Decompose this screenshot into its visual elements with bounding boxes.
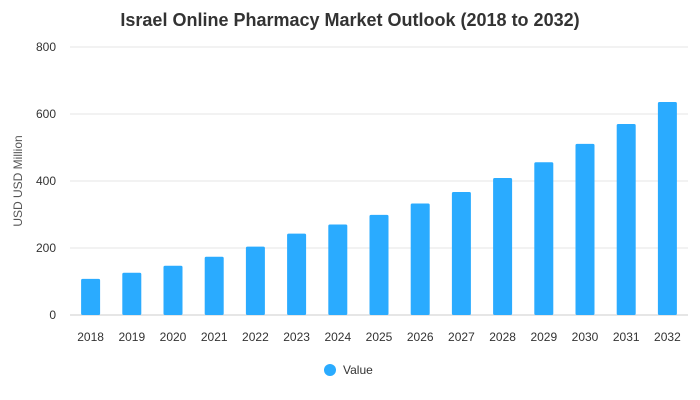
y-axis-ticks: 0 200 400 600 800 bbox=[36, 40, 56, 322]
y-tick-label: 0 bbox=[49, 308, 56, 322]
x-tick-label-2031: 2031 bbox=[613, 330, 640, 344]
bar-2026[interactable] bbox=[410, 203, 430, 315]
bar-2020[interactable] bbox=[163, 265, 183, 315]
y-axis-title: USD USD Million bbox=[11, 135, 25, 226]
y-tick-label: 600 bbox=[36, 107, 56, 121]
x-tick-label-2025: 2025 bbox=[366, 330, 393, 344]
x-tick-label-2028: 2028 bbox=[489, 330, 516, 344]
y-tick-label: 800 bbox=[36, 40, 56, 54]
legend[interactable]: Value bbox=[324, 363, 373, 377]
bar-2027[interactable] bbox=[451, 192, 471, 315]
y-tick-label: 200 bbox=[36, 241, 56, 255]
x-tick-label-2023: 2023 bbox=[283, 330, 310, 344]
bar-2022[interactable] bbox=[245, 246, 265, 315]
chart-title: Israel Online Pharmacy Market Outlook (2… bbox=[120, 10, 579, 30]
bar-2019[interactable] bbox=[122, 272, 142, 315]
x-tick-label-2030: 2030 bbox=[572, 330, 599, 344]
x-tick-label-2020: 2020 bbox=[160, 330, 187, 344]
x-tick-label-2019: 2019 bbox=[118, 330, 145, 344]
bar-2031[interactable] bbox=[616, 124, 636, 315]
bar-2023[interactable] bbox=[287, 233, 307, 315]
x-axis-ticks: 2018 2019 2020 2021 2022 2023 2024 2025 2026 2027… bbox=[77, 330, 681, 344]
bars bbox=[81, 101, 677, 315]
bar-2028[interactable] bbox=[493, 177, 513, 315]
bar-2030[interactable] bbox=[575, 143, 595, 315]
legend-swatch-value[interactable] bbox=[324, 364, 336, 376]
bar-2032[interactable] bbox=[657, 101, 677, 315]
bar-2018[interactable] bbox=[81, 278, 101, 315]
x-tick-label-2029: 2029 bbox=[530, 330, 557, 344]
x-tick-label-2027: 2027 bbox=[448, 330, 475, 344]
bar-2025[interactable] bbox=[369, 214, 389, 315]
x-tick-label-2022: 2022 bbox=[242, 330, 269, 344]
x-tick-label-2018: 2018 bbox=[77, 330, 104, 344]
legend-label-value[interactable]: Value bbox=[343, 363, 373, 377]
bar-2024[interactable] bbox=[328, 224, 348, 315]
x-tick-label-2032: 2032 bbox=[654, 330, 681, 344]
x-tick-label-2024: 2024 bbox=[324, 330, 351, 344]
y-tick-label: 400 bbox=[36, 174, 56, 188]
bar-2021[interactable] bbox=[204, 256, 224, 315]
x-tick-label-2021: 2021 bbox=[201, 330, 228, 344]
x-tick-label-2026: 2026 bbox=[407, 330, 434, 344]
bar-2029[interactable] bbox=[534, 162, 554, 315]
